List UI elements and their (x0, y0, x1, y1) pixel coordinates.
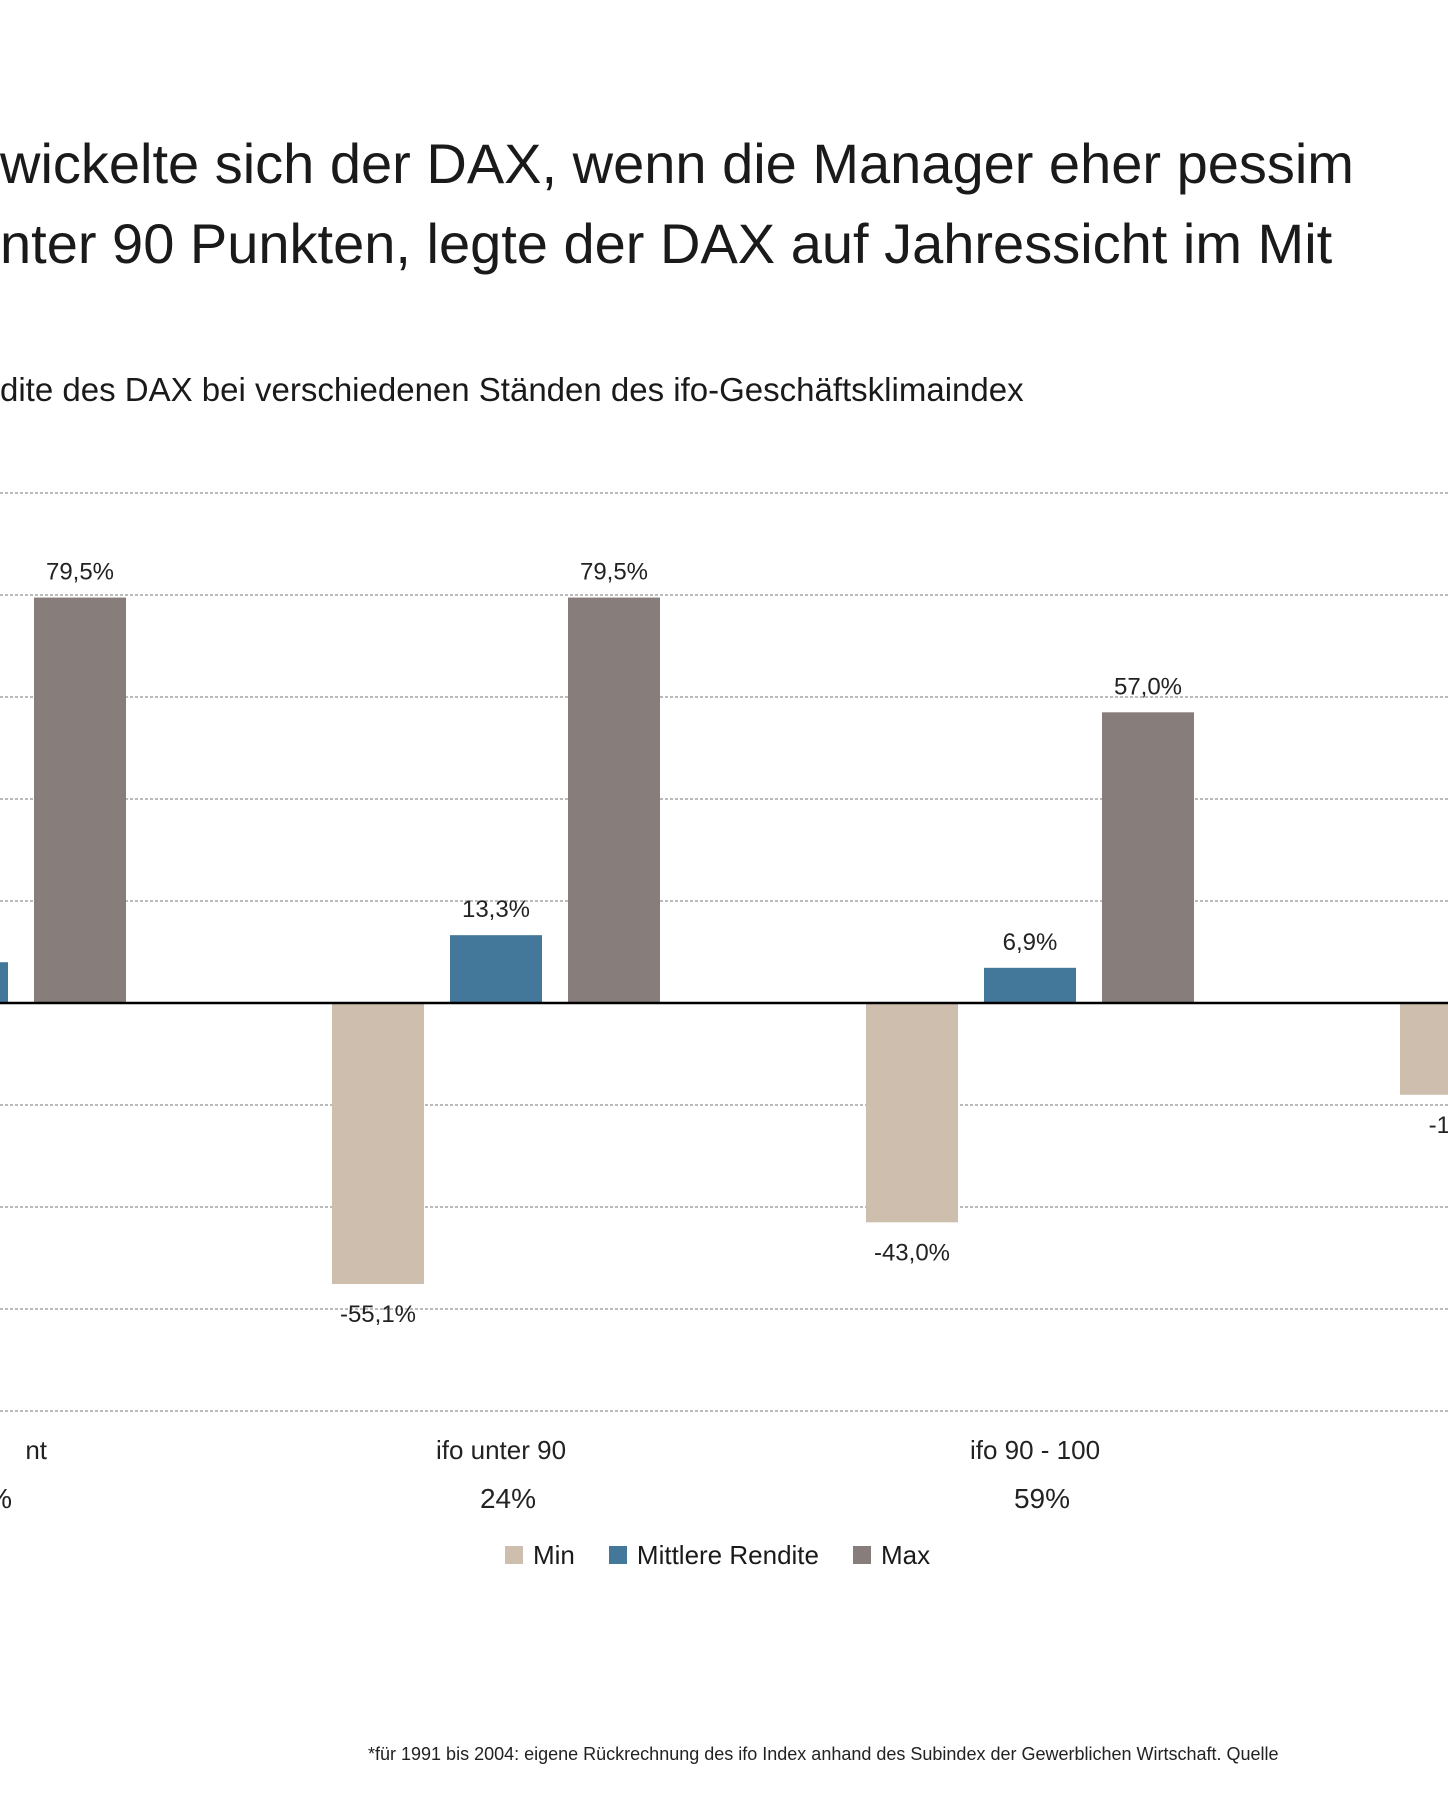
chart-title-line-1: wickelte sich der DAX, wenn die Manager … (0, 132, 1354, 195)
legend-item-min: Min (505, 1540, 575, 1571)
data-label-mean: 6,9% (1003, 929, 1058, 956)
share-label: 59% (1014, 1483, 1070, 1514)
data-label-max: 57,0% (1114, 673, 1182, 700)
bar-min (866, 1003, 958, 1223)
legend-swatch-mean (608, 1546, 627, 1564)
chart-legend: Min Mittlere Rendite Max (505, 1538, 930, 1572)
legend-label-mean: Mittlere Rendite (636, 1539, 819, 1570)
category-label: ifo unter 90 (436, 1435, 566, 1465)
category-label: nt (25, 1435, 47, 1465)
category-label: ifo 90 - 100 (970, 1435, 1100, 1465)
data-label-max: 79,5% (580, 559, 648, 586)
data-label-max: 79,5% (46, 559, 114, 586)
data-label-min: -43,0% (874, 1239, 950, 1266)
bar-max (1102, 712, 1194, 1003)
data-label-mean: 13,3% (462, 896, 530, 923)
legend-item-mean: Mittlere Rendite (608, 1539, 819, 1571)
legend-label-min: Min (533, 1539, 575, 1570)
bar-mean (0, 962, 8, 1003)
data-label-min: -18 (1429, 1112, 1448, 1139)
bar-max (568, 597, 660, 1003)
chart-title: wickelte sich der DAX, wenn die Manager … (0, 124, 1448, 284)
legend-label-max: Max (880, 1539, 931, 1570)
bar-max (34, 597, 126, 1003)
bar-mean (450, 935, 542, 1003)
legend-swatch-max (852, 1546, 871, 1564)
bar-mean (984, 967, 1076, 1003)
share-label: 24% (480, 1483, 536, 1514)
share-label: % (0, 1483, 12, 1514)
chart-title-line-2: nter 90 Punkten, legte der DAX auf Jahre… (0, 212, 1333, 275)
legend-item-max: Max (852, 1539, 931, 1571)
chart-subtitle: dite des DAX bei verschiedenen Ständen d… (0, 371, 1024, 408)
bar-min (1400, 1003, 1448, 1095)
footnote: *für 1991 bis 2004: eigene Rückrechnung … (368, 1744, 1279, 1764)
data-label-min: -55,1% (340, 1301, 416, 1328)
bar-min (332, 1003, 424, 1285)
legend-swatch-min (505, 1546, 523, 1564)
